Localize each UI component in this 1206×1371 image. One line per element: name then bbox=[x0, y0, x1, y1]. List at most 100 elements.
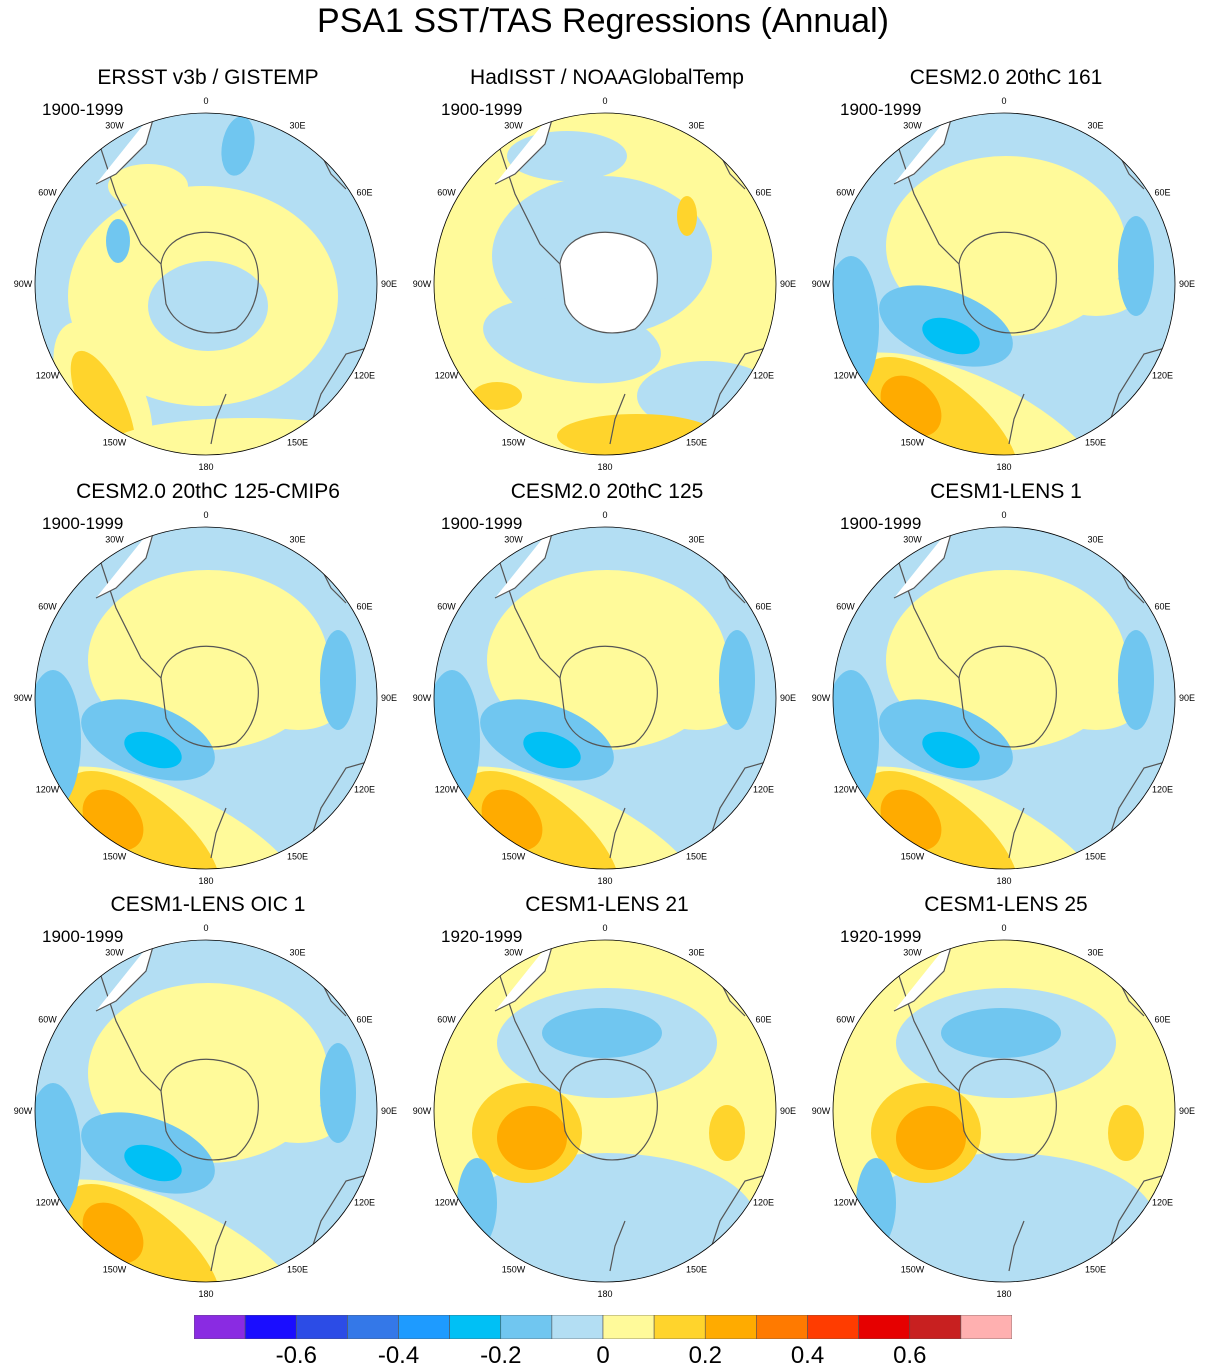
anomaly-blob bbox=[523, 731, 581, 769]
new-zealand-coastline bbox=[609, 393, 626, 445]
longitude-label: 90E bbox=[1179, 693, 1195, 703]
longitude-label: 90W bbox=[413, 1106, 432, 1116]
longitude-label: 150W bbox=[502, 851, 526, 861]
longitude-label: 0 bbox=[1001, 510, 1006, 520]
anomaly-blob bbox=[557, 414, 717, 455]
map-panel: 0 30E 60E 90E 120E 150E 180 150W 120W 90W 60W 30W ER… bbox=[8, 66, 408, 476]
south-america-coastline bbox=[95, 113, 157, 185]
longitude-label: 120W bbox=[435, 1198, 459, 1208]
longitude-label: 90E bbox=[1179, 279, 1195, 289]
longitude-label: 30W bbox=[903, 948, 922, 958]
panel-title: HadISST / NOAAGlobalTemp bbox=[470, 66, 744, 89]
longitude-label: 0 bbox=[602, 96, 607, 106]
peninsula-coastline bbox=[494, 547, 561, 679]
panel-title: CESM1-LENS 21 bbox=[525, 893, 689, 916]
longitude-label: 30E bbox=[289, 121, 305, 131]
colorbar-swatch bbox=[858, 1315, 911, 1339]
map-boundary bbox=[832, 939, 1176, 1283]
longitude-label: 150W bbox=[502, 1264, 526, 1274]
polar-map: 0 30E 60E 90E 120E 150E 180 150W 120W 90W 60W 30W bbox=[812, 923, 1195, 1299]
longitude-label: 90W bbox=[413, 279, 432, 289]
longitude-label: 180 bbox=[597, 876, 612, 886]
antarctica-coastline bbox=[958, 231, 1057, 334]
longitude-label: 30W bbox=[105, 121, 124, 131]
longitude-label: 60W bbox=[836, 602, 855, 612]
longitude-label: 90E bbox=[780, 279, 796, 289]
antarctica-coastline bbox=[559, 1058, 658, 1161]
peninsula-coastline bbox=[893, 133, 960, 265]
anomaly-blob bbox=[1056, 690, 1136, 730]
colorbar-tick-label: 0.6 bbox=[893, 1342, 927, 1369]
longitude-label: 150E bbox=[686, 437, 707, 447]
longitude-label: 120E bbox=[1152, 371, 1173, 381]
longitude-label: 120W bbox=[36, 371, 60, 381]
longitude-label: 90E bbox=[381, 279, 397, 289]
longitude-label: 30E bbox=[688, 121, 704, 131]
panel-title: CESM1-LENS OIC 1 bbox=[110, 893, 306, 916]
south-america-coastline bbox=[494, 940, 556, 1012]
longitude-label: 90E bbox=[780, 1106, 796, 1116]
figure-title: PSA1 SST/TAS Regressions (Annual) bbox=[317, 2, 889, 40]
longitude-label: 90W bbox=[14, 693, 33, 703]
colorbar-tick-label: -0.4 bbox=[377, 1342, 420, 1369]
longitude-label: 90E bbox=[381, 693, 397, 703]
period-label: 1900-1999 bbox=[840, 514, 922, 533]
anomaly-blob bbox=[856, 1153, 1156, 1282]
colorbar-tick-label: -0.6 bbox=[275, 1342, 317, 1369]
longitude-label: 150E bbox=[1085, 437, 1106, 447]
longitude-label: 60E bbox=[1154, 602, 1170, 612]
colorbar-tick-label: 0 bbox=[596, 1342, 610, 1369]
longitude-label: 60W bbox=[836, 1015, 855, 1025]
longitude-label: 120E bbox=[1152, 785, 1173, 795]
longitude-label: 90W bbox=[812, 279, 831, 289]
anomaly-blob bbox=[148, 261, 268, 351]
antarctica-coastline bbox=[958, 1058, 1057, 1161]
longitude-label: 90W bbox=[812, 1106, 831, 1116]
polar-map: 0 30E 60E 90E 120E 150E 180 150W 120W 90W 60W 30W bbox=[14, 923, 397, 1299]
polar-map: 0 30E 60E 90E 120E 150E 180 150W 120W 90W 60W 30W bbox=[413, 510, 796, 886]
period-label: 1900-1999 bbox=[42, 514, 124, 533]
map-panel: 0 30E 60E 90E 120E 150E 180 150W 120W 90W 60W 30W CE… bbox=[407, 480, 807, 890]
anomaly-blob bbox=[124, 1144, 182, 1182]
longitude-label: 120W bbox=[834, 1198, 858, 1208]
panel-title: CESM2.0 20thC 161 bbox=[909, 66, 1103, 89]
south-america-coastline bbox=[494, 527, 556, 599]
south-america-coastline bbox=[893, 113, 955, 185]
panel-title: CESM2.0 20thC 125-CMIP6 bbox=[76, 480, 340, 503]
longitude-label: 150E bbox=[686, 851, 707, 861]
longitude-label: 0 bbox=[602, 923, 607, 933]
panel-title: CESM1-LENS 1 bbox=[930, 480, 1082, 503]
anomaly-blob bbox=[941, 1008, 1061, 1058]
longitude-label: 30W bbox=[504, 535, 523, 545]
map-panel: 0 30E 60E 90E 120E 150E 180 150W 120W 90W 60W 30W CE… bbox=[806, 480, 1206, 890]
south-america-coastline bbox=[95, 527, 157, 599]
anomaly-blob bbox=[124, 731, 182, 769]
map-boundary bbox=[832, 112, 1176, 456]
colorbar-swatch bbox=[398, 1315, 450, 1339]
colorbar-tick-label: 0.4 bbox=[790, 1342, 825, 1369]
anomaly-blob bbox=[709, 1105, 745, 1161]
longitude-label: 150W bbox=[901, 1264, 925, 1274]
anomaly-blob bbox=[1108, 1105, 1144, 1161]
longitude-label: 90E bbox=[1179, 1106, 1195, 1116]
colorbar-swatch bbox=[347, 1315, 399, 1339]
panel-title: CESM2.0 20thC 125 bbox=[510, 480, 704, 503]
longitude-label: 60W bbox=[437, 1015, 456, 1025]
south-america-coastline bbox=[95, 940, 157, 1012]
map-panel: 0 30E 60E 90E 120E 150E 180 150W 120W 90W 60W 30W CE… bbox=[8, 480, 408, 890]
longitude-label: 150E bbox=[1085, 851, 1106, 861]
anomaly-blob bbox=[856, 1158, 896, 1248]
longitude-label: 0 bbox=[203, 510, 208, 520]
colorbar-swatch bbox=[704, 1315, 757, 1339]
longitude-label: 120E bbox=[1152, 1198, 1173, 1208]
longitude-label: 120W bbox=[435, 371, 459, 381]
longitude-label: 60E bbox=[356, 188, 372, 198]
new-zealand-coastline bbox=[1008, 1220, 1025, 1272]
longitude-label: 60W bbox=[836, 188, 855, 198]
anomaly-blob bbox=[1056, 276, 1136, 316]
anomaly-blob bbox=[106, 219, 130, 263]
colorbar-swatch bbox=[244, 1315, 297, 1339]
longitude-label: 150W bbox=[103, 437, 127, 447]
longitude-label: 60E bbox=[1154, 1015, 1170, 1025]
new-zealand-coastline bbox=[210, 1220, 227, 1272]
